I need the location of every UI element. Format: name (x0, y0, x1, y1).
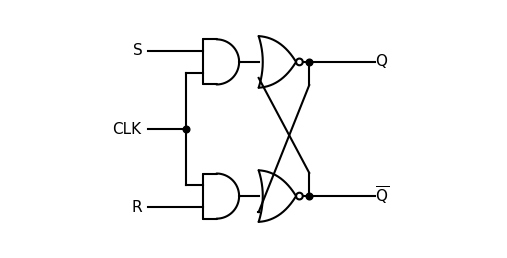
Text: S: S (133, 43, 142, 58)
Text: $\mathregular{\overline{Q}}$: $\mathregular{\overline{Q}}$ (375, 185, 389, 207)
Text: CLK: CLK (112, 122, 141, 136)
Text: R: R (132, 200, 142, 215)
Text: Q: Q (375, 54, 387, 69)
